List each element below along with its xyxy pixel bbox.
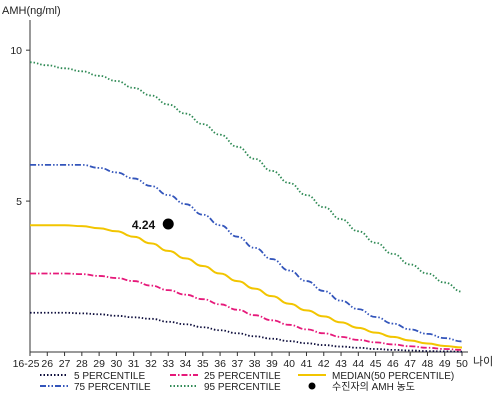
x-tick-label: 43 xyxy=(335,358,347,370)
x-tick-label: 27 xyxy=(59,358,71,370)
x-tick-label: 35 xyxy=(197,358,209,370)
legend-label-4: 95 PERCENTILE xyxy=(204,382,281,393)
legend-label-1: 25 PERCENTILE xyxy=(204,371,281,382)
patient-amh-point xyxy=(162,218,174,230)
x-tick-label: 45 xyxy=(370,358,382,370)
x-tick-label: 39 xyxy=(266,358,278,370)
patient-amh-value-label: 4.24 xyxy=(132,218,156,232)
series-line-2 xyxy=(30,224,463,349)
x-tick-label: 50 xyxy=(456,358,468,370)
x-tick-label: 48 xyxy=(422,358,434,370)
legend-label-0: 5 PERCENTILE xyxy=(74,371,145,382)
x-tick-label: 31 xyxy=(128,358,140,370)
series-lines xyxy=(29,61,463,353)
legend-label-point: 수진자의 AMH 농도 xyxy=(332,381,415,393)
x-tick-label: 28 xyxy=(76,358,88,370)
x-tick-label: 47 xyxy=(404,358,416,370)
series-line-0 xyxy=(30,311,463,353)
series-line-4 xyxy=(29,61,463,293)
legend-label-2: MEDIAN(50 PERCENTILE) xyxy=(332,371,454,382)
axes: 5 10 16-25 26 27 28 29 30 31 32 33 34 35 36 37 38 39 40 41… xyxy=(10,20,468,370)
series-line-1 xyxy=(29,272,463,351)
x-tick-label: 44 xyxy=(352,358,364,370)
patient-point-group: 4.24 xyxy=(132,218,174,232)
legend-swatch-point xyxy=(308,382,316,390)
x-tick-label: 41 xyxy=(301,358,313,370)
x-tick-label: 26 xyxy=(41,358,53,370)
x-tick-label: 32 xyxy=(145,358,157,370)
y-tick-label: 5 xyxy=(16,196,22,208)
x-tick-label: 37 xyxy=(232,358,244,370)
y-tick-label: 10 xyxy=(10,45,22,57)
y-axis-title: AMH(ng/ml) xyxy=(2,5,61,17)
x-tick-label: 42 xyxy=(318,358,330,370)
x-tick-label: 34 xyxy=(180,358,192,370)
x-tick-label: 16-25 xyxy=(13,358,40,370)
x-tick-label: 40 xyxy=(283,358,295,370)
x-tick-label: 29 xyxy=(93,358,105,370)
x-tick-label: 33 xyxy=(162,358,174,370)
series-line-3 xyxy=(30,163,463,343)
x-tick-label: 36 xyxy=(214,358,226,370)
legend-label-3: 75 PERCENTILE xyxy=(74,382,151,393)
x-tick-label: 38 xyxy=(249,358,261,370)
x-tick-label: 49 xyxy=(439,358,451,370)
x-axis-title: 나이 xyxy=(473,355,493,368)
x-tick-label: 46 xyxy=(387,358,399,370)
legend: 5 PERCENTILE 25 PERCENTILE MEDIAN(50 PERCE… xyxy=(40,371,454,393)
x-tick-label: 30 xyxy=(111,358,123,370)
